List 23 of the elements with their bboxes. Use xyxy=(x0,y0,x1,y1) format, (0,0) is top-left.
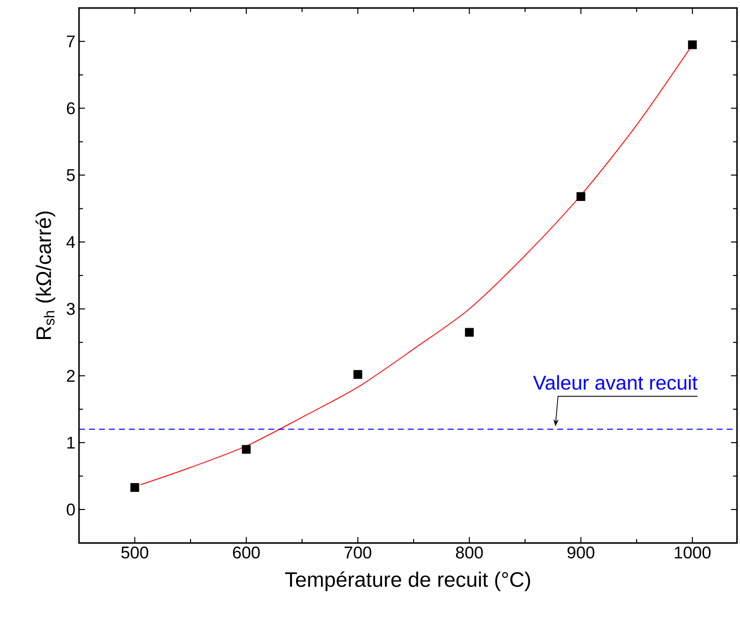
point xyxy=(464,328,474,337)
x-tick-label: 900 xyxy=(568,546,594,558)
y-tick-label: 4 xyxy=(66,236,75,248)
ref-line-label: Valeur avant recuit xyxy=(533,375,698,390)
x-tick-label: 700 xyxy=(344,546,372,558)
point xyxy=(130,483,140,492)
y-tick-label: 1 xyxy=(67,436,75,448)
x-tick-label: 600 xyxy=(233,546,260,558)
point xyxy=(242,444,251,454)
x-axis-title: Température de recuit (°C) xyxy=(285,571,530,592)
y-tick-label: 7 xyxy=(66,36,75,48)
y-axis-title: R$_{sh}$ (kΩ/carré) xyxy=(35,212,56,339)
y-tick-label: 2 xyxy=(66,370,75,382)
y-tick-label: 3 xyxy=(66,302,75,315)
point xyxy=(353,370,362,379)
point xyxy=(688,40,697,50)
y-tick-label: 5 xyxy=(66,169,75,182)
x-tick-label: 1000 xyxy=(674,546,711,558)
x-tick-label: 800 xyxy=(456,546,483,558)
point xyxy=(576,192,586,201)
y-tick-label: 6 xyxy=(66,102,75,114)
y-tick-label: 0 xyxy=(66,504,75,516)
x-tick-label: 500 xyxy=(121,546,148,558)
